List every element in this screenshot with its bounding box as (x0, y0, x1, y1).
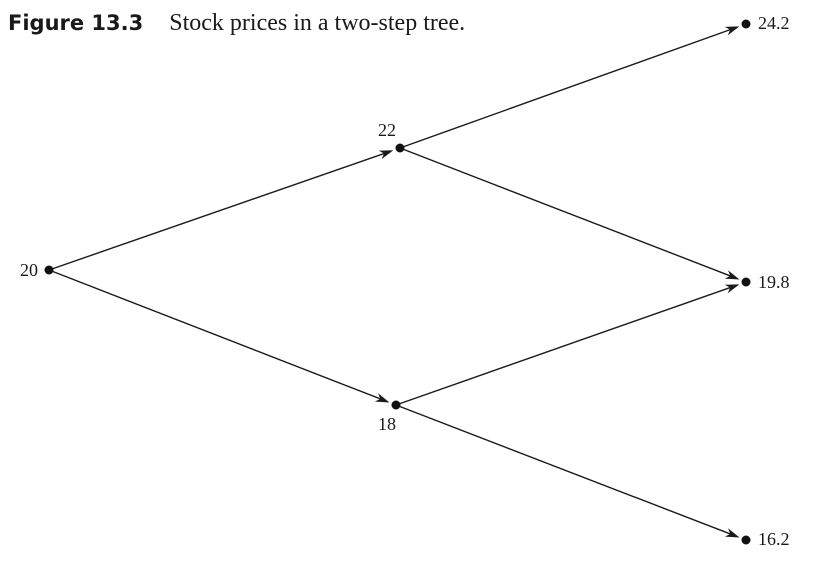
node-label-n1d: 18 (378, 414, 396, 434)
tree-edge-n1u-n2ud (399, 147, 735, 278)
tree-node-n2dd (741, 535, 751, 545)
figure-caption: Figure 13.3 Stock prices in a two-step t… (8, 8, 465, 38)
tree-edge-n0-n1u (48, 151, 388, 271)
tree-edge-n1d-n2ud (395, 285, 734, 406)
tree-node-n2ud (741, 277, 751, 287)
tree-node-n1u (395, 143, 405, 153)
arrowhead-n1u-n2uu (724, 26, 740, 36)
labels-layer: 20 22 18 24.2 19.8 16.2 (20, 13, 790, 549)
tree-node-n1d (391, 400, 401, 410)
edges-layer (48, 26, 740, 538)
arrowhead-n1d-n2dd (724, 528, 740, 538)
tree-node-n2uu (741, 19, 751, 29)
arrowhead-n1d-n2ud (724, 284, 740, 294)
node-label-n2dd: 16.2 (758, 529, 790, 549)
nodes-layer (44, 19, 751, 545)
arrowhead-n0-n1u (378, 150, 394, 160)
node-label-n1u: 22 (378, 120, 396, 140)
tree-edge-n1u-n2uu (399, 27, 734, 149)
node-label-n2uu: 24.2 (758, 13, 790, 33)
figure-number: Figure 13.3 (8, 11, 144, 35)
tree-node-n0 (44, 265, 54, 275)
figure-title: Stock prices in a two-step tree. (169, 10, 466, 36)
tree-edge-n1d-n2dd (395, 404, 735, 536)
tree-edge-n0-n1d (48, 269, 385, 401)
arrowhead-n1u-n2ud (724, 270, 740, 280)
arrowhead-n0-n1d (374, 393, 390, 403)
node-label-n0: 20 (20, 260, 38, 280)
node-label-n2ud: 19.8 (758, 272, 790, 292)
